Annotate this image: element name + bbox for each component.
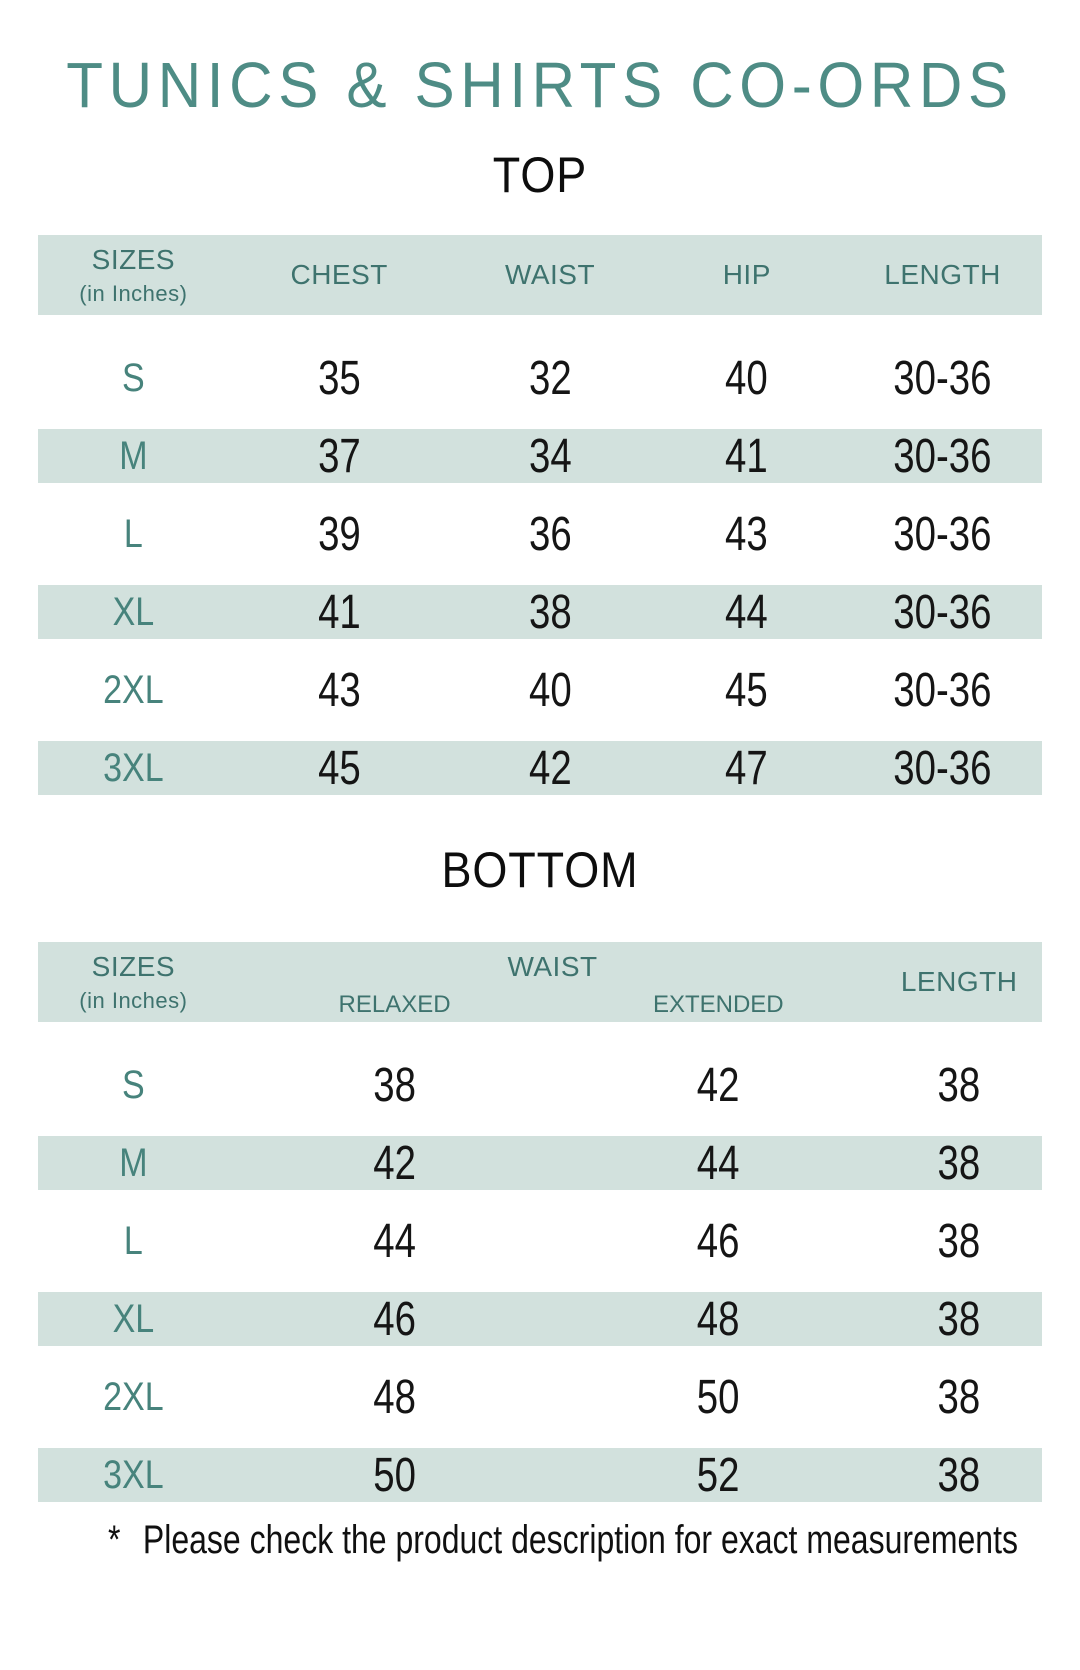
top-table-header-row: SIZES (in Inches) CHEST WAIST HIP LENGTH xyxy=(38,235,1042,316)
length-value: 38 xyxy=(937,1292,981,1346)
table-row: S 38 42 38 xyxy=(38,1046,1042,1124)
size-label: XL xyxy=(112,589,155,634)
length-value: 38 xyxy=(937,1058,981,1112)
waist-value: 34 xyxy=(528,429,572,483)
chest-value: 37 xyxy=(317,429,361,483)
relaxed-waist-value: 48 xyxy=(373,1370,416,1424)
table-row: L 39 36 43 30-36 xyxy=(38,495,1042,573)
length-value: 38 xyxy=(937,1136,981,1190)
header-gap xyxy=(38,1022,1042,1046)
table-row: 3XL 45 42 47 30-36 xyxy=(38,729,1042,808)
header-gap xyxy=(38,315,1042,339)
size-label: S xyxy=(122,355,145,400)
extended-waist-value: 44 xyxy=(696,1136,740,1190)
extended-waist-value: 42 xyxy=(696,1058,740,1112)
top-section-heading: TOP xyxy=(492,147,588,204)
length-value: 30-36 xyxy=(893,429,992,483)
waist-value: 42 xyxy=(528,741,572,795)
sizes-header-subtitle: (in Inches) xyxy=(79,280,188,306)
length-value: 38 xyxy=(937,1448,981,1502)
length-column-header: LENGTH xyxy=(884,259,1001,291)
waist-value: 36 xyxy=(528,507,572,561)
length-value: 30-36 xyxy=(893,663,992,717)
extended-waist-value: 52 xyxy=(696,1448,740,1502)
top-size-table: SIZES (in Inches) CHEST WAIST HIP LENGTH… xyxy=(38,235,1042,808)
table-row: L 44 46 38 xyxy=(38,1202,1042,1280)
relaxed-waist-value: 50 xyxy=(373,1448,416,1502)
table-row: 2XL 43 40 45 30-36 xyxy=(38,651,1042,729)
sizes-column-header: SIZES (in Inches) xyxy=(38,942,229,1022)
bottom-section-heading: BOTTOM xyxy=(441,842,639,899)
footnote-text: Please check the product description for… xyxy=(142,1518,1018,1563)
size-label: M xyxy=(119,1140,148,1185)
size-label: 2XL xyxy=(103,667,164,712)
hip-value: 43 xyxy=(725,507,769,561)
size-label: S xyxy=(122,1062,145,1107)
extended-waist-value: 48 xyxy=(696,1292,740,1346)
hip-value: 44 xyxy=(725,585,769,639)
extended-subheader: EXTENDED xyxy=(652,991,784,1019)
length-value: 38 xyxy=(937,1214,981,1268)
sizes-header-subtitle: (in Inches) xyxy=(79,987,188,1013)
waist-value: 40 xyxy=(528,663,572,717)
size-label: 2XL xyxy=(103,1374,164,1419)
waist-value: 38 xyxy=(528,585,572,639)
footnote: * Please check the product description fo… xyxy=(108,1518,1018,1563)
size-label: 3XL xyxy=(103,1452,164,1497)
size-label: XL xyxy=(112,1296,155,1341)
footnote-asterisk: * xyxy=(108,1518,121,1563)
table-row: M 42 44 38 xyxy=(38,1124,1042,1203)
bottom-size-table: SIZES (in Inches) WAIST RELAXED EXTENDED… xyxy=(38,942,1042,1515)
chest-value: 43 xyxy=(317,663,361,717)
page-title: TUNICS & SHIRTS CO-ORDS xyxy=(66,49,1014,121)
length-value: 30-36 xyxy=(893,741,992,795)
chest-value: 45 xyxy=(317,741,361,795)
waist-subheader-row: RELAXED EXTENDED xyxy=(229,991,877,1019)
extended-waist-value: 50 xyxy=(696,1370,740,1424)
waist-group-header: WAIST RELAXED EXTENDED xyxy=(229,942,877,1022)
chest-value: 41 xyxy=(317,585,361,639)
table-row: XL 41 38 44 30-36 xyxy=(38,573,1042,652)
size-label: M xyxy=(119,433,148,478)
relaxed-waist-value: 38 xyxy=(373,1058,416,1112)
length-value: 30-36 xyxy=(893,585,992,639)
table-row: 3XL 50 52 38 xyxy=(38,1436,1042,1515)
length-column-header: LENGTH xyxy=(900,966,1018,998)
relaxed-waist-value: 42 xyxy=(373,1136,416,1190)
table-row: M 37 34 41 30-36 xyxy=(38,417,1042,496)
length-value: 30-36 xyxy=(893,351,992,405)
chest-value: 35 xyxy=(317,351,361,405)
sizes-column-header: SIZES (in Inches) xyxy=(38,235,229,315)
size-label: L xyxy=(123,1218,143,1263)
extended-waist-value: 46 xyxy=(696,1214,740,1268)
sizes-header-title: SIZES xyxy=(91,243,176,275)
hip-value: 41 xyxy=(725,429,769,483)
size-label: L xyxy=(123,511,143,556)
waist-column-header: WAIST xyxy=(507,951,598,983)
table-row: S 35 32 40 30-36 xyxy=(38,339,1042,417)
hip-column-header: HIP xyxy=(722,259,771,291)
chest-column-header: CHEST xyxy=(290,259,388,291)
waist-column-header: WAIST xyxy=(504,259,596,291)
chest-value: 39 xyxy=(317,507,361,561)
hip-value: 40 xyxy=(725,351,769,405)
relaxed-waist-value: 46 xyxy=(373,1292,416,1346)
relaxed-subheader: RELAXED xyxy=(338,991,451,1019)
hip-value: 47 xyxy=(725,741,769,795)
length-value: 30-36 xyxy=(893,507,992,561)
sizes-header-title: SIZES xyxy=(91,950,176,982)
table-row: XL 46 48 38 xyxy=(38,1280,1042,1359)
length-value: 38 xyxy=(937,1370,981,1424)
waist-value: 32 xyxy=(528,351,572,405)
table-row: 2XL 48 50 38 xyxy=(38,1358,1042,1436)
size-label: 3XL xyxy=(103,745,164,790)
hip-value: 45 xyxy=(725,663,769,717)
relaxed-waist-value: 44 xyxy=(373,1214,416,1268)
bottom-table-header-row: SIZES (in Inches) WAIST RELAXED EXTENDED… xyxy=(38,942,1042,1023)
